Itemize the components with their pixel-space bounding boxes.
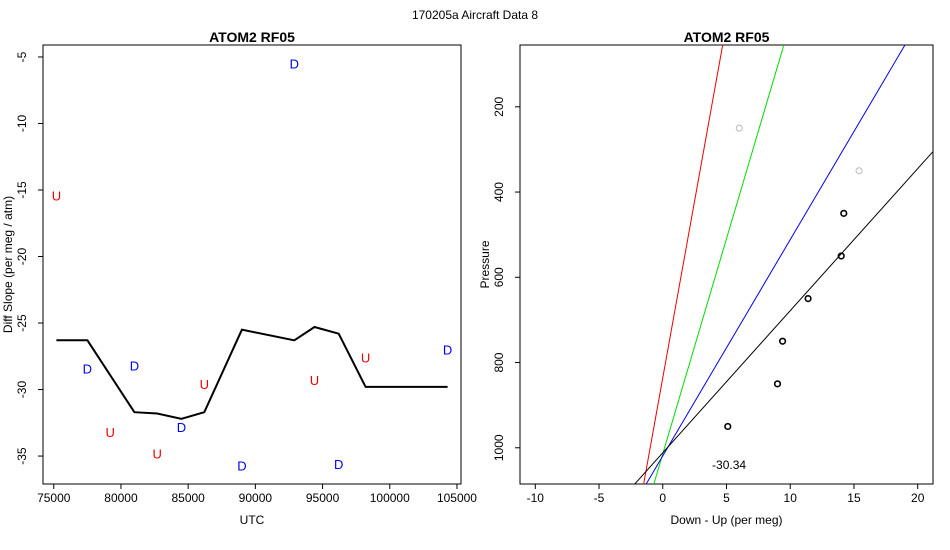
marker-d: D xyxy=(443,343,452,358)
y-tick-label: -20 xyxy=(15,248,29,266)
fit-line xyxy=(643,45,724,484)
x-tick-label: 20 xyxy=(911,491,925,505)
fit-line xyxy=(645,45,906,484)
x-tick-label: 15 xyxy=(847,491,861,505)
faded-point xyxy=(735,124,743,132)
x-tick-label: 80000 xyxy=(104,491,138,505)
x-tick-label: 10 xyxy=(784,491,798,505)
fit-line xyxy=(653,45,785,484)
data-point xyxy=(773,380,782,388)
y-axis-label: Diff Slope (per meg / atm) xyxy=(1,196,15,333)
marker-u: U xyxy=(153,446,162,461)
x-tick-label: 0 xyxy=(659,491,666,505)
y-tick-label: -30 xyxy=(15,381,29,399)
slope-annotation: -30.34 xyxy=(712,458,746,472)
marker-d: D xyxy=(290,57,299,72)
data-point xyxy=(837,252,845,260)
marker-u: U xyxy=(310,373,319,388)
y-tick-label: -5 xyxy=(15,51,29,62)
marker-u: U xyxy=(52,188,61,203)
fit-line xyxy=(634,151,933,484)
marker-d: D xyxy=(177,420,186,435)
marker-u: U xyxy=(361,351,370,366)
faded-point xyxy=(855,167,863,175)
y-tick-label: 800 xyxy=(492,352,506,372)
x-tick-label: 95000 xyxy=(306,491,340,505)
x-tick-label: 75000 xyxy=(37,491,71,505)
y-tick-label: -15 xyxy=(15,181,29,199)
x-tick-label: 85000 xyxy=(171,491,205,505)
right-panel: ATOM2 RF05 -10 -5 0 5 10 15 20 200 400 600 800 1000 D… xyxy=(478,29,934,527)
y-tick-label: -10 xyxy=(15,114,29,132)
marker-d: D xyxy=(130,359,139,374)
marker-d: D xyxy=(237,458,246,473)
x-axis-label: UTC xyxy=(240,513,265,527)
x-tick-label: 105000 xyxy=(437,491,477,505)
marker-d: D xyxy=(334,457,343,472)
y-tick-label: 400 xyxy=(492,182,506,202)
y-tick-label: 1000 xyxy=(492,434,506,461)
x-tick-label: 100000 xyxy=(370,491,410,505)
y-tick-label: -25 xyxy=(15,314,29,332)
x-axis-label: Down - Up (per meg) xyxy=(670,513,782,527)
y-tick-label: 600 xyxy=(492,267,506,287)
data-point xyxy=(840,209,848,217)
marker-u: U xyxy=(200,377,209,392)
plot-frame xyxy=(519,44,934,485)
y-tick-label: -35 xyxy=(15,447,29,465)
left-panel: ATOM2 RF05 75000 80000 85000 90000 95000 10000… xyxy=(1,29,477,527)
figure-title: 170205a Aircraft Data 8 xyxy=(412,8,538,22)
data-point xyxy=(804,294,812,303)
plot-title: ATOM2 RF05 xyxy=(684,29,770,45)
data-point xyxy=(778,337,787,345)
plot-marks xyxy=(634,45,933,484)
x-tick-label: 5 xyxy=(723,491,730,505)
series-line xyxy=(56,325,448,420)
y-axis-label: Pressure xyxy=(478,240,492,288)
marker-u: U xyxy=(106,425,115,440)
plot-frame xyxy=(42,44,462,485)
data-point xyxy=(724,422,732,431)
x-tick-label: -10 xyxy=(527,491,545,505)
y-tick-label: 200 xyxy=(492,96,506,116)
plot-title: ATOM2 RF05 xyxy=(209,29,295,45)
marker-d: D xyxy=(83,361,92,376)
x-tick-label: -5 xyxy=(594,491,605,505)
x-tick-label: 90000 xyxy=(239,491,273,505)
